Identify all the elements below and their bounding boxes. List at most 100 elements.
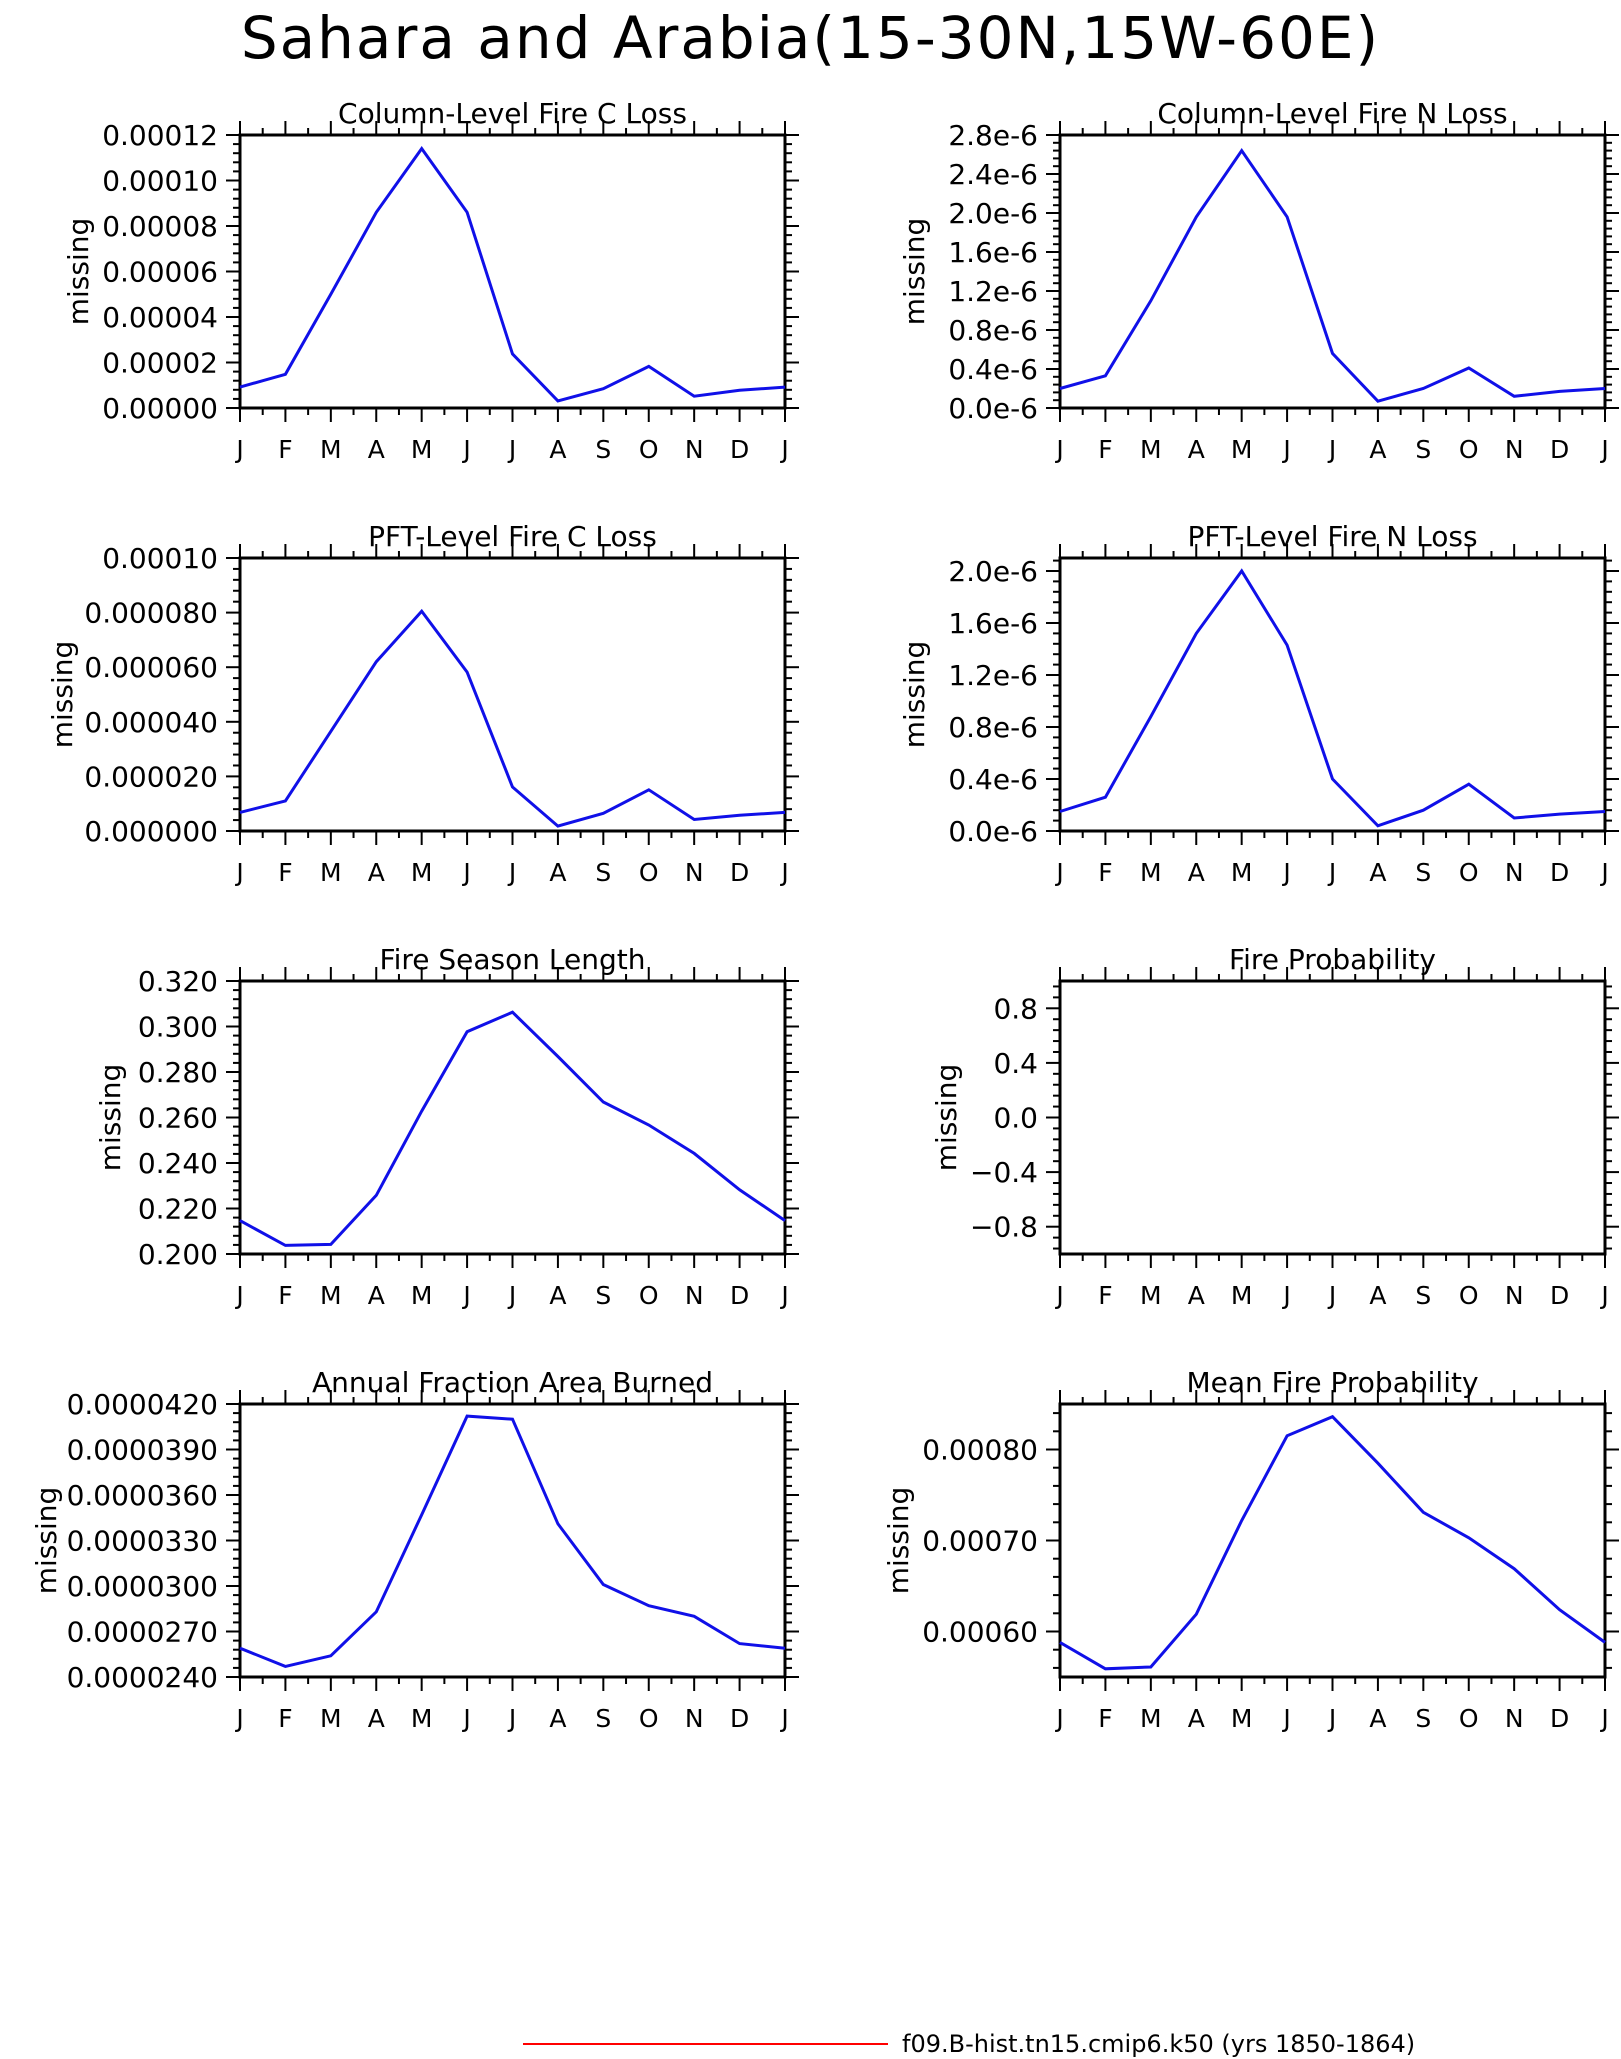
x-tick-label: O: [1459, 1704, 1479, 1733]
x-tick-label: N: [685, 1704, 704, 1733]
y-tick-label: 0.300: [138, 1011, 218, 1044]
x-tick-label: J: [1281, 1281, 1290, 1310]
x-tick-label: J: [507, 858, 516, 887]
chart-title: Fire Season Length: [380, 943, 646, 976]
y-tick-label: 0.280: [138, 1056, 218, 1089]
y-tick-label: 2.4e-6: [948, 158, 1038, 191]
series-line: [1059, 568, 1606, 828]
x-tick-label: F: [278, 1704, 292, 1733]
chart-panel: J F M A M J J A S O N D J0.0e-60.4e-60.8e-61.2e-61.6…: [898, 520, 1619, 887]
x-tick-label: D: [730, 435, 749, 464]
chart-title: PFT-Level Fire N Loss: [1187, 520, 1477, 553]
x-tick-label: J: [461, 858, 470, 887]
x-tick-label: S: [1415, 435, 1431, 464]
x-tick-label: D: [730, 858, 749, 887]
y-tick-label: 0.0000330: [67, 1525, 218, 1558]
x-tick-label: J: [1281, 435, 1290, 464]
y-tick-label: 2.0e-6: [948, 555, 1038, 588]
y-tick-label: 0.8e-6: [948, 711, 1038, 744]
x-tick-label: M: [411, 1281, 433, 1310]
y-tick-label: 0.00002: [102, 347, 218, 380]
x-tick-label: J: [1054, 435, 1063, 464]
chart-panel: J F M A M J J A S O N D J0.000000.000020.000040.0000…: [62, 97, 799, 464]
plot-frame: [238, 556, 787, 833]
y-tick-label: 0.200: [138, 1238, 218, 1271]
y-tick-label: 0.0000270: [67, 1616, 218, 1649]
x-tick-label: J: [779, 858, 788, 887]
x-tick-label: A: [549, 435, 566, 464]
x-tick-label: O: [1459, 1281, 1479, 1310]
x-tick-label: S: [1415, 1281, 1431, 1310]
chart-title: Column-Level Fire N Loss: [1157, 97, 1507, 130]
plot-frame: [1058, 556, 1607, 833]
x-tick-label: S: [595, 1704, 611, 1733]
x-tick-label: A: [549, 1281, 566, 1310]
x-tick-label: A: [1369, 1281, 1386, 1310]
y-tick-label: 2.8e-6: [948, 119, 1038, 152]
x-tick-label: J: [1599, 1281, 1608, 1310]
chart-title: Annual Fraction Area Burned: [312, 1366, 713, 1399]
x-tick-label: J: [1327, 858, 1336, 887]
x-tick-label: A: [368, 435, 385, 464]
y-tick-label: 0.260: [138, 1102, 218, 1135]
x-tick-label: A: [1369, 858, 1386, 887]
x-tick-label: A: [1188, 435, 1205, 464]
chart-panel: J F M A M J J A S O N D J0.00002400.00002700.0000300…: [30, 1366, 799, 1733]
x-tick-label: O: [639, 435, 659, 464]
x-tick-label: J: [779, 435, 788, 464]
x-tick-label: J: [1054, 1281, 1063, 1310]
plot-frame: [1058, 133, 1607, 410]
chart-panel: J F M A M J J A S O N D J0.0e-60.4e-60.8e-61.2e-61.6…: [898, 97, 1619, 464]
x-tick-label: M: [411, 1704, 433, 1733]
x-tick-label: S: [1415, 1704, 1431, 1733]
plot-frame: [238, 1402, 787, 1679]
y-tick-label: 0.0000420: [67, 1388, 218, 1421]
x-tick-label: J: [1599, 858, 1608, 887]
x-tick-label: J: [1327, 435, 1336, 464]
x-tick-label: A: [549, 1704, 566, 1733]
y-tick-label: 0.320: [138, 965, 218, 998]
x-tick-label: O: [639, 1704, 659, 1733]
y-tick-label: 0.0000360: [67, 1479, 218, 1512]
y-tick-label: 0.00008: [102, 210, 218, 243]
y-tick-label: −0.4: [970, 1156, 1038, 1189]
x-tick-label: A: [1369, 1704, 1386, 1733]
x-tick-label: F: [1098, 1704, 1112, 1733]
x-tick-label: F: [1098, 1281, 1112, 1310]
x-tick-label: M: [1140, 858, 1162, 887]
y-tick-label: 0.4e-6: [948, 763, 1038, 796]
x-tick-label: J: [1599, 1704, 1608, 1733]
x-tick-label: D: [1550, 858, 1569, 887]
x-tick-label: N: [1505, 435, 1524, 464]
x-tick-label: J: [234, 858, 243, 887]
plot-frame: [238, 979, 787, 1256]
x-tick-label: J: [461, 1281, 470, 1310]
x-tick-label: O: [639, 858, 659, 887]
x-tick-label: D: [730, 1281, 749, 1310]
x-tick-label: M: [1231, 1281, 1253, 1310]
x-tick-label: J: [779, 1281, 788, 1310]
y-tick-label: 0.000000: [84, 815, 218, 848]
series-line: [1059, 147, 1606, 403]
x-tick-label: A: [1369, 435, 1386, 464]
x-tick-label: A: [1188, 858, 1205, 887]
y-tick-label: 0.0000240: [67, 1661, 218, 1694]
y-tick-label: 0.000080: [84, 597, 218, 630]
x-tick-label: D: [1550, 435, 1569, 464]
series-line: [1059, 1414, 1606, 1671]
x-tick-label: F: [278, 435, 292, 464]
y-axis-label: missing: [882, 1487, 915, 1595]
x-tick-label: N: [685, 435, 704, 464]
x-tick-label: N: [1505, 1281, 1524, 1310]
y-tick-label: 0.0e-6: [948, 815, 1038, 848]
y-axis-label: missing: [46, 641, 79, 749]
plot-frame: [1058, 979, 1607, 1256]
y-tick-label: 0.00000: [102, 392, 218, 425]
y-tick-label: 0.0e-6: [948, 392, 1038, 425]
y-tick-label: 0.0: [993, 1102, 1038, 1135]
x-tick-label: M: [1140, 1281, 1162, 1310]
x-tick-label: J: [507, 1281, 516, 1310]
x-tick-label: O: [1459, 858, 1479, 887]
y-tick-label: 0.00060: [922, 1616, 1038, 1649]
